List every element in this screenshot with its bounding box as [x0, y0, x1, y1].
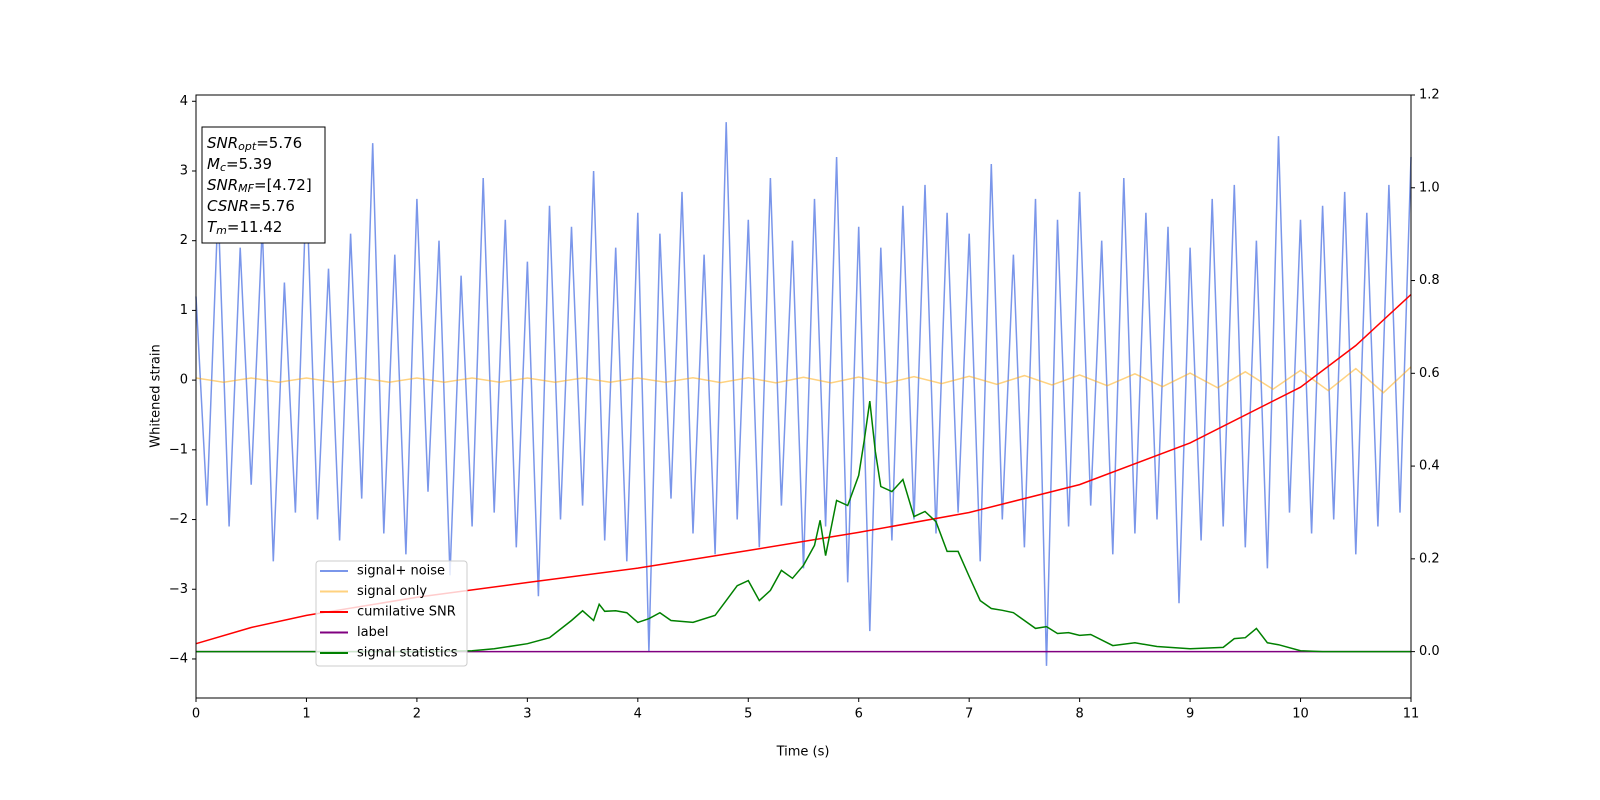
y-tick-label: −4	[169, 651, 188, 666]
y-tick-label: 4	[180, 94, 188, 109]
annotation-subscript: MF	[238, 182, 254, 195]
annotation-value: =5.76	[249, 197, 295, 215]
legend-label: signal only	[357, 584, 427, 599]
y-tick-label: 1	[180, 303, 188, 318]
plot-frame	[195, 94, 1412, 699]
x-tick-label: 10	[1292, 707, 1309, 722]
y-tick-label: −1	[169, 442, 188, 457]
series-line	[195, 122, 1412, 666]
x-tick-label: 8	[1075, 707, 1083, 722]
annotation-value: =5.76	[256, 134, 302, 152]
annotation-line: SNRopt=5.76	[207, 134, 302, 154]
legend-frame	[315, 560, 468, 667]
y-tick-label: −2	[169, 512, 188, 527]
x-tick-label: 3	[523, 707, 531, 722]
annotation-value: =5.39	[226, 155, 272, 173]
annotation-subscript: opt	[238, 140, 257, 153]
legend-label: cumilative SNR	[357, 605, 456, 620]
x-tick-label: 2	[413, 707, 421, 722]
y2-tick-label: 0.2	[1419, 551, 1440, 566]
y-axis-label: Whitened strain	[149, 344, 164, 447]
x-tick-label: 4	[634, 707, 642, 722]
y2-tick-label: 0.4	[1419, 459, 1440, 474]
x-tick-label: 6	[855, 707, 863, 722]
annotation-box: SNRopt=5.76Mc=5.39SNRMF=[4.72]CSNR=5.76T…	[201, 126, 326, 244]
annotation-value: =[4.72]	[254, 176, 312, 194]
y2-tick-label: 1.2	[1419, 88, 1440, 103]
x-tick-label: 1	[302, 707, 310, 722]
y-tick-label: −3	[169, 582, 188, 597]
y-tick-label: 3	[180, 163, 188, 178]
annotation-symbol: SNR	[207, 176, 238, 194]
x-axis-label: Time (s)	[776, 745, 830, 760]
annotation-line: Tm=11.42	[207, 218, 282, 238]
x-tick-label: 7	[965, 707, 973, 722]
y2-tick-label: 1.0	[1419, 180, 1440, 195]
annotation-symbol: CSNR	[207, 197, 249, 215]
y-tick-label: 0	[180, 373, 188, 388]
legend-label: signal statistics	[357, 646, 458, 661]
series-line	[196, 400, 1411, 653]
y2-tick-label: 0.8	[1419, 273, 1440, 288]
x-tick-label: 5	[744, 707, 752, 722]
annotation-symbol: SNR	[207, 134, 238, 152]
annotation-symbol: M	[207, 155, 220, 173]
annotation-symbol: T	[207, 218, 218, 236]
annotation-frame	[201, 126, 326, 244]
annotation-line: Mc=5.39	[207, 155, 272, 175]
legend-label: label	[357, 625, 388, 640]
series-line	[195, 366, 1412, 394]
annotation-subscript: c	[220, 161, 226, 174]
y2-tick-label: 0.6	[1419, 366, 1440, 381]
annotation-value: =11.42	[227, 218, 283, 236]
y2-tick-label: 0.0	[1419, 644, 1440, 659]
x-tick-label: 11	[1403, 707, 1420, 722]
x-tick-label: 9	[1186, 707, 1194, 722]
x-tick-label: 0	[192, 707, 200, 722]
annotation-line: SNRMF=[4.72]	[207, 176, 312, 196]
y-tick-label: 2	[180, 233, 188, 248]
legend: signal+ noise signal only cumilative SNR la…	[315, 560, 468, 667]
annotation-line: CSNR=5.76	[207, 197, 295, 215]
annotation-subscript: m	[216, 224, 227, 237]
legend-label: signal+ noise	[357, 564, 445, 579]
